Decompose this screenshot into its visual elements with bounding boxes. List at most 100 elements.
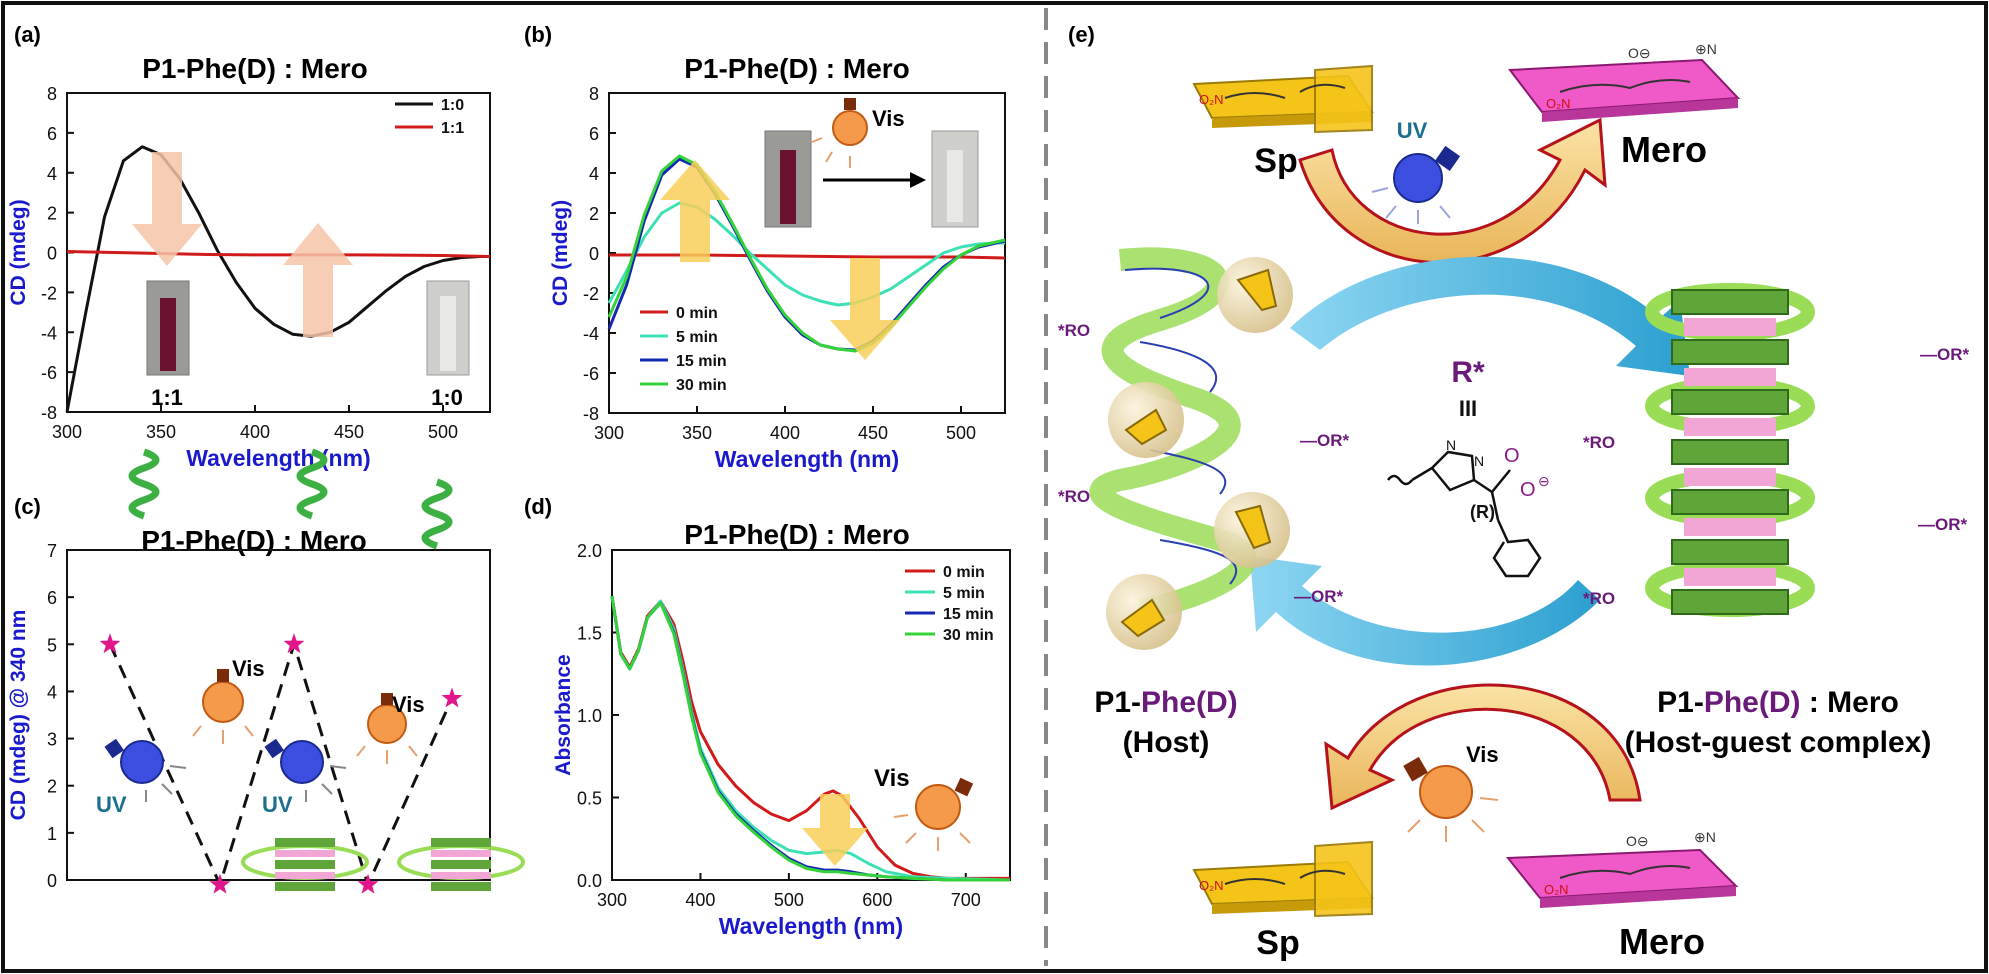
- x-axis-label: Wavelength (nm): [719, 913, 903, 939]
- forward-arc-arrow: [1290, 256, 1690, 376]
- y-axis-label: CD (mdeg): [549, 200, 572, 306]
- y-tick-label: -2: [583, 284, 599, 304]
- rstar-label: R*: [1451, 356, 1485, 389]
- series-line: [610, 595, 1010, 882]
- sp-molecule-bottom: O₂N: [1192, 840, 1374, 918]
- panel-b-title: P1-Phe(D) : Mero: [684, 53, 910, 84]
- reverse-arc-arrow: [1250, 556, 1600, 666]
- helix-host: [1089, 247, 1293, 650]
- panel-a-decor: 1:1 1:0: [132, 152, 470, 410]
- legend-label: 5 min: [676, 329, 718, 346]
- panel-b-decor: Vis: [660, 98, 979, 360]
- uv-conversion-arrow: [1298, 117, 1607, 264]
- x-tick-label: 400: [240, 422, 270, 442]
- r-config-label: (R): [1470, 502, 1495, 522]
- y-tick-label: 0.0: [577, 871, 602, 891]
- vis-label: Vis: [232, 656, 265, 681]
- complex-label: P1-Phe(D) : Mero: [1657, 686, 1899, 719]
- x-tick-label: 300: [597, 890, 627, 910]
- triazole-structure: [1387, 450, 1542, 578]
- or-label: *RO: [1058, 487, 1090, 506]
- panel-a-label: (a): [14, 22, 41, 47]
- x-tick-label: 300: [52, 422, 82, 442]
- up-arrow-icon: [660, 160, 730, 262]
- down-arrow-icon: [132, 152, 202, 266]
- vis-label: Vis: [874, 765, 910, 792]
- y-tick-label: 0: [47, 871, 57, 891]
- y-tick-label: 2.0: [577, 541, 602, 561]
- svg-text:O₂N: O₂N: [1544, 882, 1569, 897]
- stack-icon: [397, 838, 525, 891]
- y-tick-label: 6: [47, 124, 57, 144]
- uv-label: UV: [262, 792, 293, 817]
- y-tick-label: 6: [589, 124, 599, 144]
- legend-label: 0 min: [943, 564, 985, 581]
- annotation-1-1: 1:1: [151, 385, 183, 410]
- mero-molecule-top: O⊖ ⊕N O₂N: [1508, 41, 1741, 122]
- panel-c-decor: UV Vis UV Vis: [96, 448, 525, 891]
- o-label: O: [1504, 445, 1520, 467]
- helix-icon: [128, 448, 160, 520]
- complex-role: (Host-guest complex): [1625, 726, 1932, 759]
- x-tick-label: 500: [428, 422, 458, 442]
- x-tick-label: 350: [682, 423, 712, 443]
- series-line: [607, 154, 1006, 353]
- uv-label: UV: [96, 792, 127, 817]
- y-tick-label: 8: [47, 84, 57, 104]
- y-tick-label: 1.0: [577, 706, 602, 726]
- uv-lightbulb-icon: [1371, 145, 1461, 224]
- n-label: N: [1446, 437, 1456, 453]
- mero-label-bottom: Mero: [1619, 921, 1705, 962]
- x-tick-label: 600: [862, 890, 892, 910]
- x-tick-label: 450: [858, 423, 888, 443]
- lightbulb-icon: [811, 98, 868, 168]
- y-axis-label: Absorbance: [552, 654, 575, 775]
- vis-lightbulb-icon: [192, 669, 254, 744]
- y-tick-label: 6: [47, 588, 57, 608]
- svg-text:⊕N: ⊕N: [1694, 829, 1716, 845]
- vis-lightbulb-icon: [893, 777, 974, 851]
- vis-conversion-arrow: [1324, 683, 1642, 811]
- svg-text:O₂N: O₂N: [1546, 96, 1571, 111]
- helix-icon: [296, 448, 328, 520]
- panel-b-label: (b): [524, 22, 552, 47]
- svg-text:⊕N: ⊕N: [1695, 41, 1717, 57]
- legend-label: 30 min: [943, 627, 994, 644]
- y-tick-label: -8: [583, 404, 599, 424]
- host-role: (Host): [1123, 726, 1210, 759]
- legend-label: 1:1: [441, 120, 464, 137]
- chart-b: -8 -6 -4 -2 0 2 4 6 8 300 350 400 450 500 Wavelength (…: [549, 84, 1006, 472]
- panel-d-title: P1-Phe(D) : Mero: [684, 519, 910, 550]
- legend-label: 30 min: [676, 377, 727, 394]
- uv-label: UV: [1397, 118, 1428, 143]
- series-line: [66, 250, 491, 258]
- y-tick-label: 1.5: [577, 624, 602, 644]
- up-arrow-icon: [283, 223, 353, 337]
- plot-frame: [66, 549, 491, 881]
- cuvette-clear-inner: [440, 296, 456, 371]
- series-line: [607, 201, 1005, 307]
- or-label: *RO: [1583, 589, 1615, 608]
- or-label: —OR*: [1294, 587, 1344, 606]
- x-tick-label: 400: [770, 423, 800, 443]
- mero-label-top: Mero: [1621, 129, 1707, 170]
- series-line: [65, 145, 490, 413]
- x-axis-label: Wavelength (nm): [715, 446, 899, 472]
- y-tick-label: 2: [47, 204, 57, 224]
- vis-label: Vis: [872, 106, 905, 131]
- y-tick-label: 5: [47, 635, 57, 655]
- x-tick-label: 700: [951, 890, 981, 910]
- panel-e-label: (e): [1068, 22, 1095, 47]
- x-tick-label: 450: [334, 422, 364, 442]
- panel-e-scheme: O₂N Sp O⊖ ⊕N O₂N Mero UV: [1058, 41, 1970, 962]
- roman-label: III: [1459, 396, 1477, 421]
- y-tick-label: -2: [41, 283, 57, 303]
- down-arrow-icon: [830, 258, 900, 360]
- x-tick-label: 500: [946, 423, 976, 443]
- cuvette-solution: [160, 298, 176, 371]
- y-tick-label: -6: [41, 363, 57, 383]
- y-axis-label: CD (mdeg) @ 340 nm: [7, 610, 30, 821]
- or-label: —OR*: [1300, 431, 1350, 450]
- cuvette-solution: [780, 150, 796, 224]
